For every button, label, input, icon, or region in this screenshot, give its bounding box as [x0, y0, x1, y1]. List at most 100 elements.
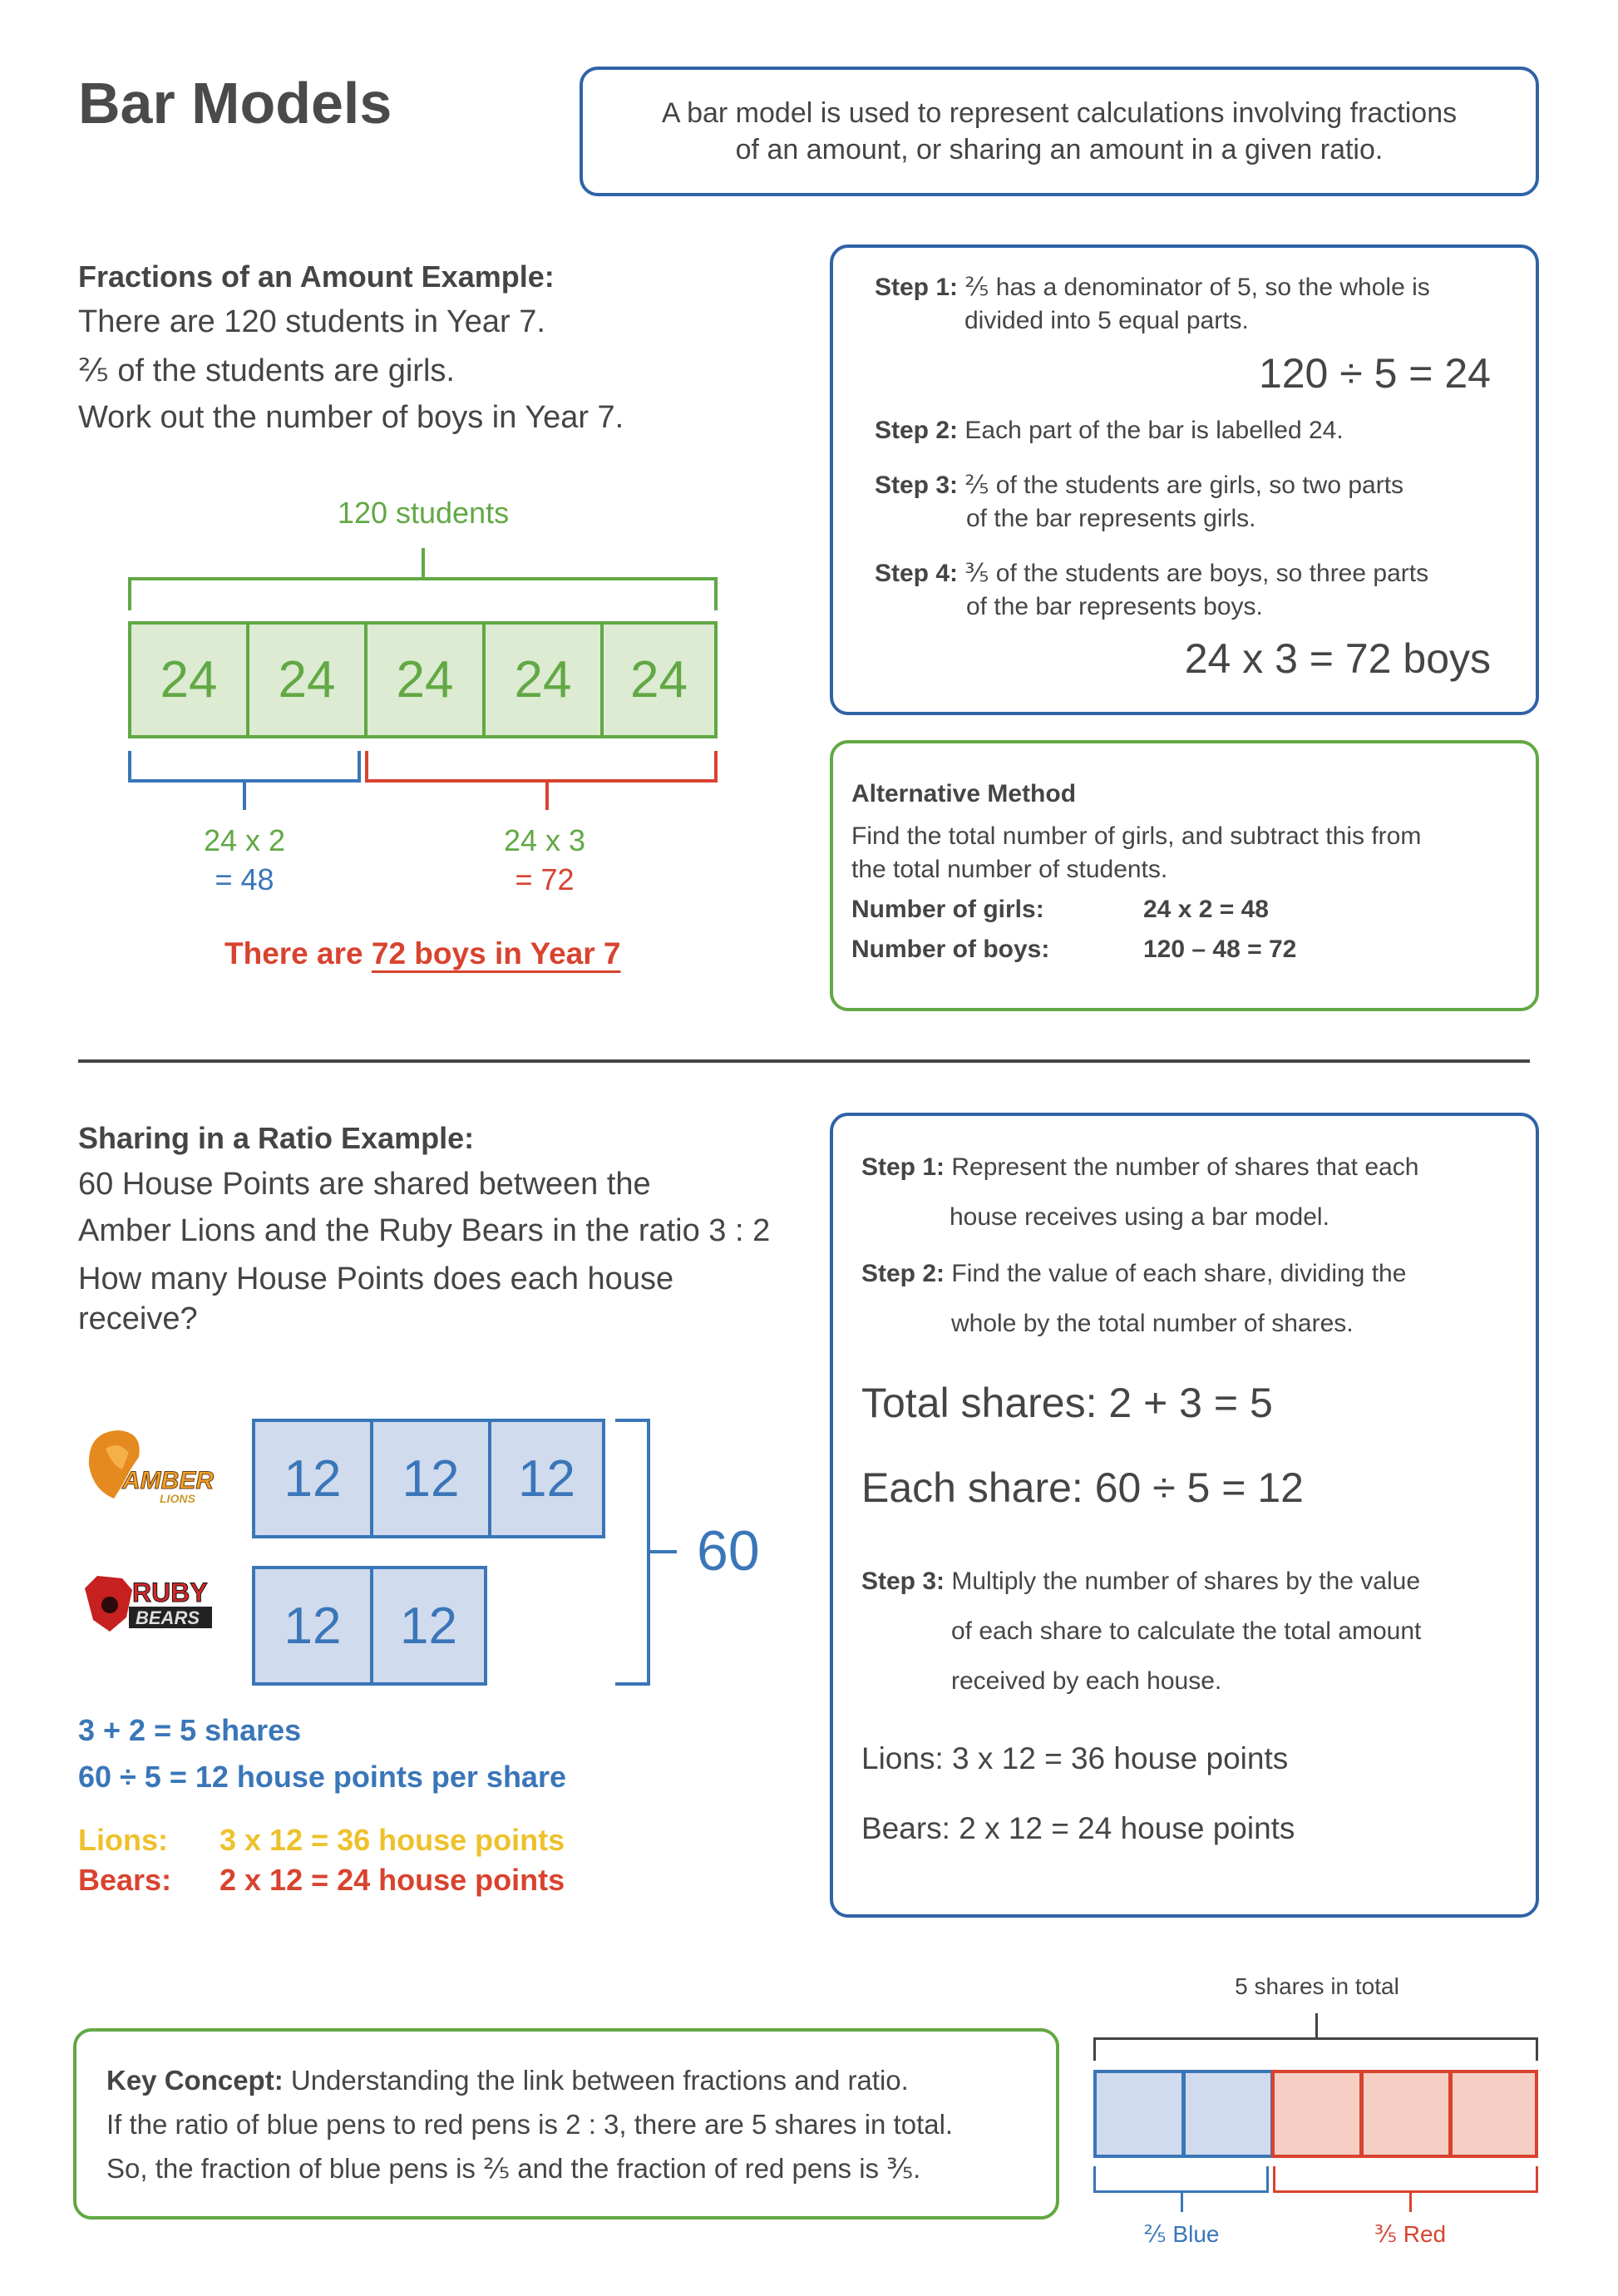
bar-cell: 12 — [370, 1566, 487, 1686]
step-3: Step 3: ⅖ of the students are girls, so … — [875, 469, 1403, 536]
lions-value: 3 x 12 = 36 house points — [220, 1823, 565, 1857]
step-label: Step 1: — [875, 274, 959, 301]
total-shares: Total shares: 2 + 3 = 5 — [861, 1380, 1273, 1426]
answer-prefix: There are — [224, 936, 363, 970]
intro-box: A bar model is used to represent calcula… — [580, 67, 1539, 196]
total-bracket-tick — [422, 548, 425, 578]
bar-cell: 24 — [364, 621, 486, 738]
boys-result: = 72 — [515, 862, 575, 896]
key-line: If the ratio of blue pens to red pens is… — [106, 2109, 954, 2140]
step-2: Step 2: Each part of the bar is labelled… — [875, 414, 1344, 447]
red-fraction-label: ⅗ Red — [1374, 2221, 1447, 2247]
step-label: Step 1: — [861, 1153, 945, 1181]
bar-cell: 24 — [600, 621, 718, 738]
step-2: Step 2: Find the value of each share, di… — [861, 1249, 1406, 1349]
key-text: Understanding the link between fractions… — [290, 2065, 909, 2096]
key-label: Key Concept: — [106, 2065, 284, 2096]
step-text: ⅖ has a denominator of 5, so the whole i… — [964, 274, 1430, 301]
red-cell — [1271, 2070, 1363, 2158]
step-text: Each part of the bar is labelled 24. — [964, 417, 1344, 444]
boys-bracket — [365, 751, 718, 783]
fractions-line: Work out the number of boys in Year 7. — [78, 400, 624, 435]
bears-result: Bears: 2 x 12 = 24 house points — [861, 1811, 1295, 1845]
bar-cell: 12 — [252, 1566, 373, 1686]
step-text: of each share to calculate the total amo… — [951, 1617, 1422, 1645]
step-3: Step 3: Multiply the number of shares by… — [861, 1557, 1421, 1706]
alternative-method-box: Alternative Method Find the total number… — [830, 740, 1539, 1011]
step-text: received by each house. — [951, 1667, 1222, 1695]
blue-bracket — [1093, 2166, 1269, 2193]
step-label: Step 2: — [861, 1260, 945, 1287]
lions-result: Lions: 3 x 12 = 36 house points — [861, 1741, 1289, 1775]
ratio-line: 60 House Points are shared between the — [78, 1167, 651, 1202]
diagram-total-tick — [1315, 2013, 1318, 2038]
girls-bracket — [128, 751, 361, 783]
ratio-heading: Sharing in a Ratio Example: — [78, 1121, 475, 1155]
page-title: Bar Models — [78, 71, 392, 136]
intro-line: of an amount, or sharing an amount in a … — [735, 134, 1384, 165]
blue-fraction-label: ⅖ Blue — [1143, 2221, 1220, 2247]
step-1: Step 1: Represent the number of shares t… — [861, 1143, 1418, 1242]
girls-calc: 24 x 2 — [203, 823, 286, 857]
step-label: Step 4: — [875, 560, 959, 587]
bar-cell: 24 — [482, 621, 604, 738]
bar-cell: 24 — [246, 621, 368, 738]
key-line: Key Concept: Understanding the link betw… — [106, 2058, 1056, 2102]
girls-bracket-tick — [243, 782, 246, 810]
svg-text:AMBER: AMBER — [121, 1467, 214, 1494]
lions-label: Lions: — [78, 1823, 168, 1857]
alt-heading: Alternative Method — [851, 780, 1077, 807]
blue-cell — [1093, 2070, 1185, 2158]
total-bracket — [615, 1419, 650, 1686]
fractions-heading: Fractions of an Amount Example: — [78, 259, 555, 294]
bar-cell: 12 — [370, 1419, 491, 1538]
step-text: of the bar represents boys. — [966, 593, 1263, 620]
total-students-label: 120 students — [337, 496, 510, 530]
step-1: Step 1: ⅖ has a denominator of 5, so the… — [875, 271, 1430, 338]
bar-cell: 24 — [128, 621, 249, 738]
svg-text:RUBY: RUBY — [132, 1578, 208, 1607]
diagram-total-label: 5 shares in total — [1235, 1973, 1399, 1999]
step-4: Step 4: ⅗ of the students are boys, so t… — [875, 557, 1428, 624]
answer-emphasis: 72 boys in Year 7 — [371, 936, 621, 970]
step-text: ⅗ of the students are boys, so three par… — [964, 560, 1429, 587]
key-line: So, the fraction of blue pens is ⅖ and t… — [106, 2153, 921, 2184]
red-bracket — [1273, 2166, 1538, 2193]
per-share-calc: 60 ÷ 5 = 12 house points per share — [78, 1760, 566, 1794]
alt-value: 24 x 2 = 48 — [1143, 896, 1269, 923]
blue-bracket-tick — [1181, 2192, 1183, 2212]
alt-text: the total number of students. — [851, 856, 1168, 883]
step-label: Step 2: — [875, 417, 959, 444]
total-bracket — [128, 577, 718, 610]
answer: There are 72 boys in Year 7 — [224, 936, 621, 971]
step-text: Find the value of each share, dividing t… — [951, 1260, 1407, 1287]
ratio-steps-box: Step 1: Represent the number of shares t… — [830, 1113, 1539, 1918]
alt-label: Number of girls: — [851, 896, 1044, 923]
step-text: Multiply the number of shares by the val… — [951, 1568, 1421, 1595]
alt-value: 120 – 48 = 72 — [1143, 936, 1297, 963]
step-text: house receives using a bar model. — [950, 1203, 1329, 1231]
total-points: 60 — [697, 1519, 760, 1583]
bar-cell: 12 — [488, 1419, 605, 1538]
fractions-line: ⅖ of the students are girls. — [78, 353, 455, 388]
red-cell — [1449, 2070, 1538, 2158]
bears-label: Bears: — [78, 1863, 172, 1897]
amber-lions-logo: AMBER LIONS — [88, 1430, 215, 1505]
equation-1: 120 ÷ 5 = 24 — [1258, 350, 1491, 397]
ruby-bears-logo: RUBY BEARS — [85, 1576, 212, 1632]
alt-label: Number of boys: — [851, 936, 1050, 963]
ratio-line: receive? — [78, 1301, 198, 1336]
red-cell — [1360, 2070, 1452, 2158]
fractions-steps-box: Step 1: ⅖ has a denominator of 5, so the… — [830, 244, 1539, 715]
step-text: of the bar represents girls. — [966, 505, 1256, 532]
step-label: Step 3: — [875, 472, 959, 499]
step-text: whole by the total number of shares. — [951, 1310, 1354, 1337]
step-text: Represent the number of shares that each — [951, 1153, 1419, 1181]
alt-text: Find the total number of girls, and subt… — [851, 822, 1422, 850]
each-share: Each share: 60 ÷ 5 = 12 — [861, 1464, 1304, 1511]
step-text: divided into 5 equal parts. — [964, 307, 1249, 334]
girls-result: = 48 — [215, 862, 274, 896]
shares-calc: 3 + 2 = 5 shares — [78, 1713, 302, 1747]
key-concept-box: Key Concept: Understanding the link betw… — [73, 2028, 1059, 2219]
bar-cell: 12 — [252, 1419, 373, 1538]
